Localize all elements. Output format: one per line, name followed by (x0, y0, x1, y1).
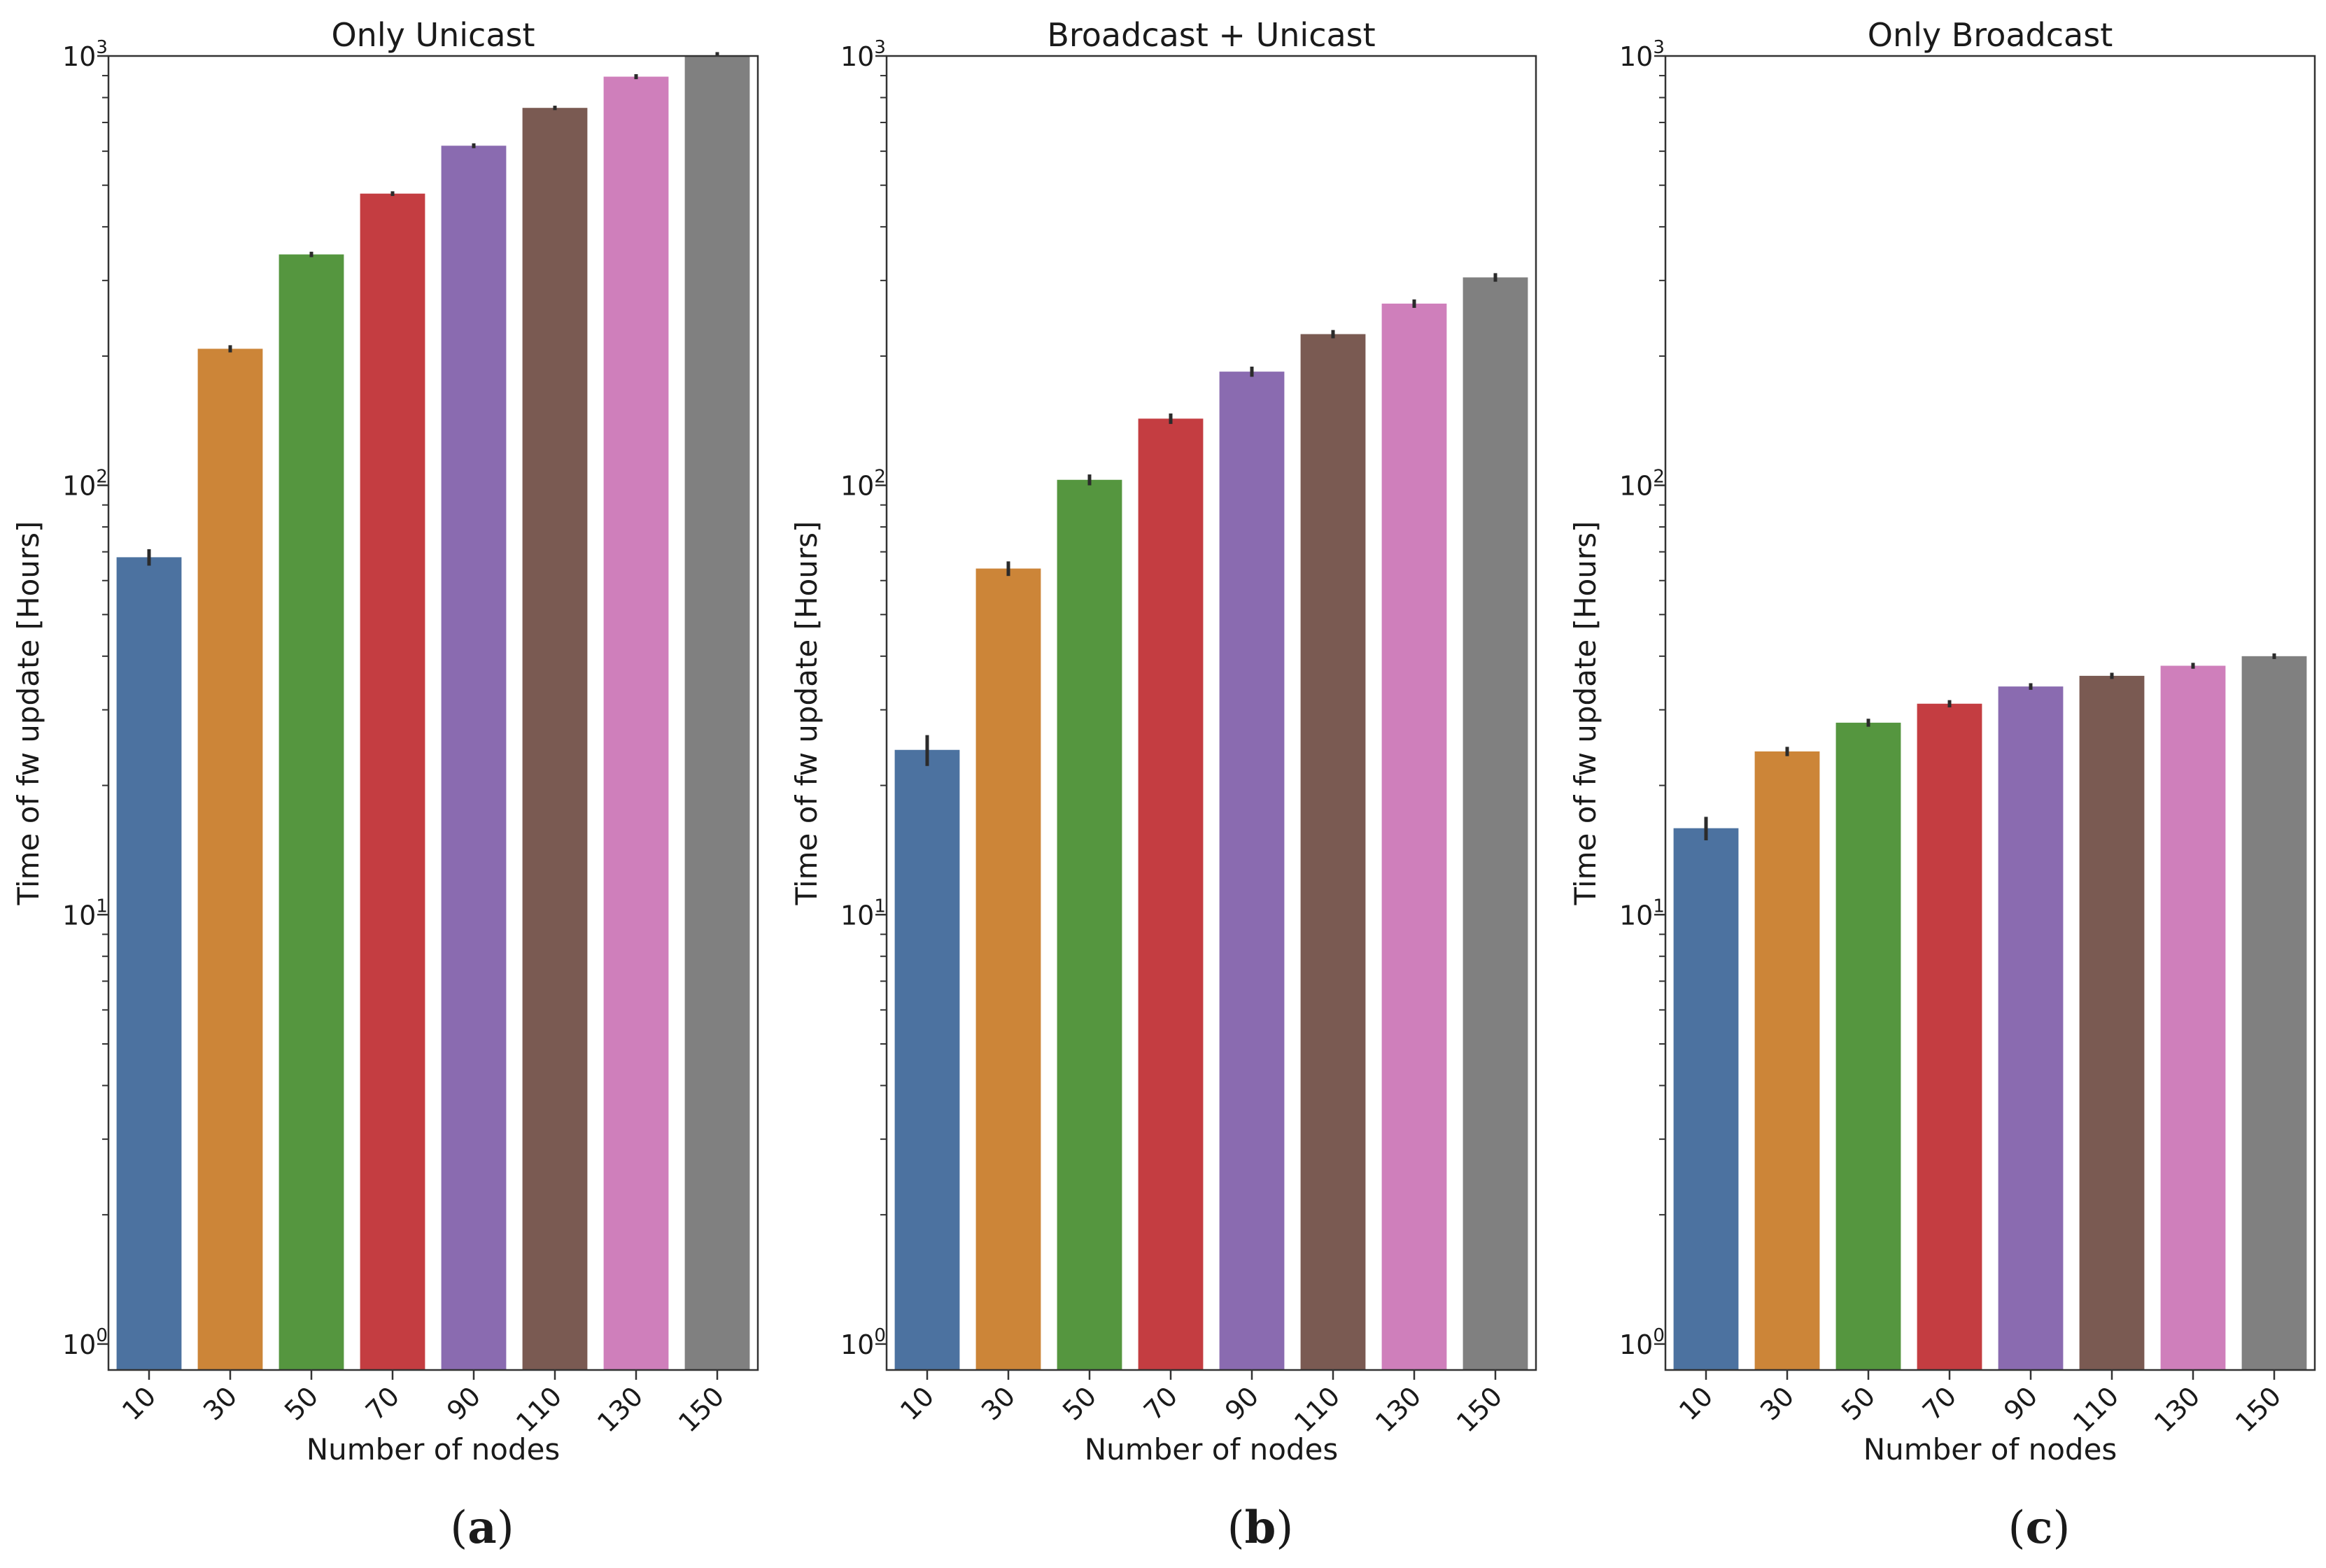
plot-frame (107, 55, 759, 1371)
panel-title: Broadcast + Unicast (1047, 16, 1375, 54)
plot-frame (885, 55, 1537, 1371)
x-axis-label: Number of nodes (1085, 1432, 1339, 1467)
y-axis-label: Time of fw update [Hours] (789, 521, 824, 906)
bar-90 (1998, 686, 2064, 1370)
y-tick-label: 100 (1619, 1325, 1665, 1360)
bar-110 (522, 108, 588, 1370)
y-tick-label: 101 (62, 896, 108, 931)
bar-150 (2241, 656, 2307, 1370)
bar-10 (894, 749, 960, 1370)
y-tick-label: 100 (840, 1325, 886, 1360)
y-tick-label: 102 (62, 467, 108, 502)
sub-caption: (c) (2008, 1502, 2071, 1554)
bar-130 (603, 76, 669, 1371)
bar-110 (1300, 334, 1366, 1370)
y-tick-label: 102 (840, 467, 886, 502)
bar-50 (1057, 479, 1122, 1371)
bar-150 (684, 56, 750, 1370)
y-tick-label: 103 (840, 37, 886, 72)
x-axis-label: Number of nodes (306, 1432, 561, 1467)
bar-130 (1381, 303, 1447, 1371)
bar-70 (360, 193, 425, 1370)
sub-caption: (a) (450, 1502, 514, 1554)
bar-50 (279, 254, 344, 1370)
bar-110 (2079, 675, 2145, 1370)
bar-10 (1673, 828, 1739, 1370)
bar-150 (1462, 277, 1528, 1370)
plot-frame (1664, 55, 2316, 1371)
bar-50 (1835, 722, 1901, 1370)
bar-70 (1138, 418, 1204, 1371)
y-tick-label: 102 (1619, 467, 1665, 502)
x-axis-label: Number of nodes (1863, 1432, 2117, 1467)
y-tick-label: 100 (62, 1325, 108, 1360)
bar-30 (197, 348, 263, 1370)
y-axis-label: Time of fw update [Hours] (11, 521, 45, 906)
y-tick-label: 101 (1619, 896, 1665, 931)
y-tick-label: 103 (62, 37, 108, 72)
y-tick-label: 101 (840, 896, 886, 931)
bar-30 (975, 568, 1041, 1370)
bar-90 (1219, 372, 1285, 1370)
y-axis-label: Time of fw update [Hours] (1568, 521, 1602, 906)
sub-caption: (b) (1227, 1502, 1294, 1554)
bar-130 (2160, 665, 2226, 1370)
bar-10 (116, 557, 182, 1370)
panel-title: Only Unicast (331, 16, 535, 54)
bar-70 (1917, 703, 1982, 1370)
bar-90 (441, 146, 507, 1370)
bar-30 (1754, 751, 1820, 1370)
panel-title: Only Broadcast (1868, 16, 2113, 54)
y-tick-label: 103 (1619, 37, 1665, 72)
